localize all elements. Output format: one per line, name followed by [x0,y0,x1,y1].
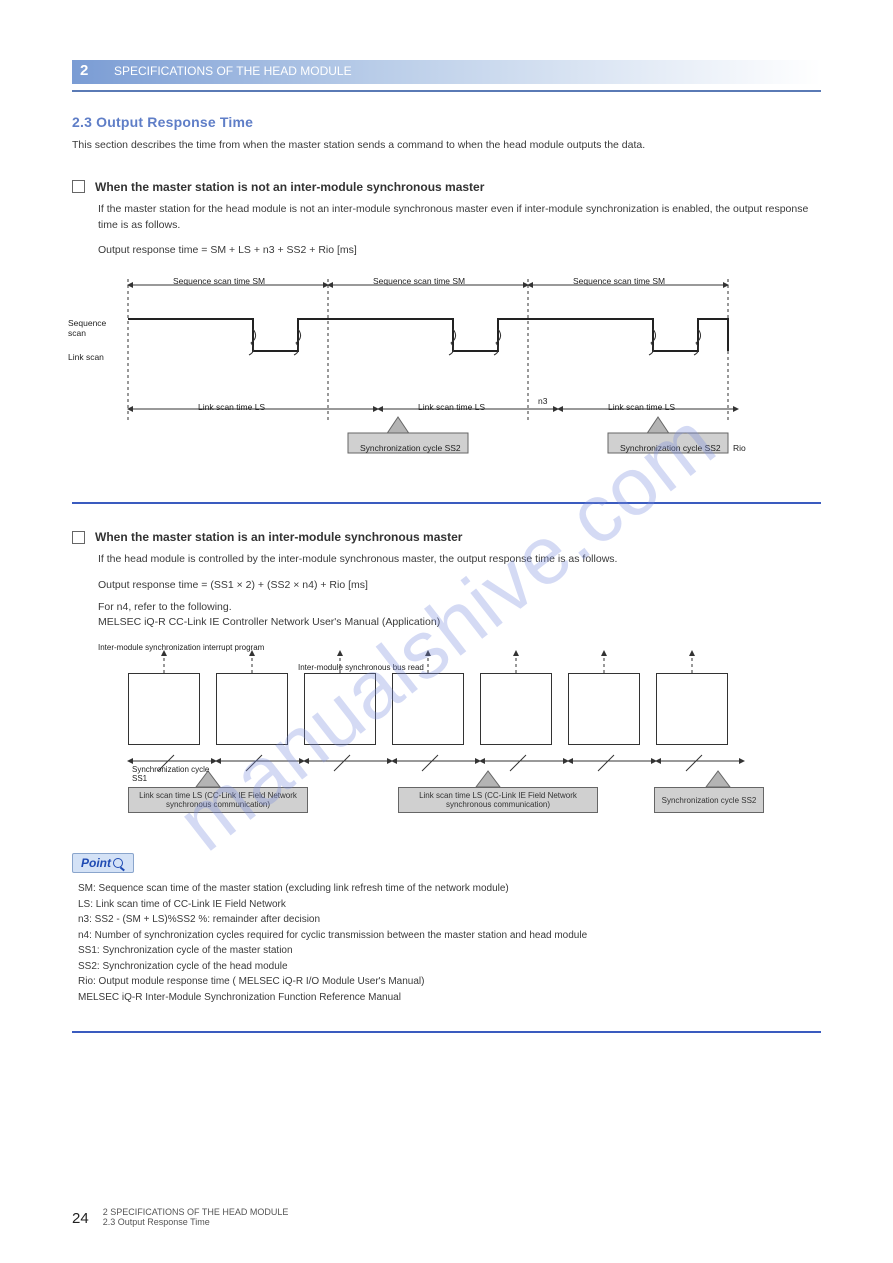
header-underline [72,90,821,92]
square-icon [72,180,85,193]
sub1-formula: Output response time = SM + LS + n3 + SS… [98,243,821,259]
d2-box-2: Link scan time LS (CC-Link IE Field Netw… [398,787,598,813]
sub1-heading: When the master station is not an inter-… [72,180,821,194]
intro-text: This section describes the time from whe… [72,138,821,154]
chapter-title: SPECIFICATIONS OF THE HEAD MODULE [114,64,352,78]
d2-box-3: Synchronization cycle SS2 [654,787,764,813]
divider-2 [72,1031,821,1033]
point-item: n4: Number of synchronization cycles req… [78,928,821,944]
diagram-2: Inter-module synchronization interrupt p… [98,643,821,843]
point-item: Rio: Output module response time ( MELSE… [78,974,821,990]
sub1-body: If the master station for the head modul… [98,202,821,234]
sub2-heading: When the master station is an inter-modu… [72,530,821,544]
point-item: n3: SS2 - (SM + LS)%SS2 %: remainder aft… [78,912,821,928]
point-label: Point [81,856,111,870]
footer: 24 2 SPECIFICATIONS OF THE HEAD MODULE 2… [72,1207,821,1227]
point-item: SS2: Synchronization cycle of the head m… [78,959,821,975]
section-title: 2.3 Output Response Time [72,114,821,130]
point-items: SM: Sequence scan time of the master sta… [78,881,821,1005]
sub1-title: When the master station is not an inter-… [95,180,484,194]
page-number: 24 [72,1210,89,1227]
square-icon [72,531,85,544]
sub2-formula: Output response time = (SS1 × 2) + (SS2 … [98,578,821,594]
d2-bus: Inter-module synchronous bus read [298,663,448,672]
point-item: MELSEC iQ-R Inter-Module Synchronization… [78,990,821,1006]
chapter-num: 2 [80,62,88,79]
sub2-notes: For n4, refer to the following. MELSEC i… [98,600,821,632]
footer-line2: 2.3 Output Response Time [103,1217,210,1227]
sub2-title: When the master station is an inter-modu… [95,530,462,544]
d2-cyc-1: Synchronization cycle SS1 [132,765,212,783]
diagram-1: Sequence scan time SM Sequence scan time… [98,271,821,476]
point-item: SM: Sequence scan time of the master sta… [78,881,821,897]
magnifier-icon [113,858,123,868]
sub2-body: If the head module is controlled by the … [98,552,821,568]
point-item: LS: Link scan time of CC-Link IE Field N… [78,897,821,913]
d2-box-1: Link scan time LS (CC-Link IE Field Netw… [128,787,308,813]
point-badge: Point [72,853,134,873]
point-item: SS1: Synchronization cycle of the master… [78,943,821,959]
header-bar: 2 SPECIFICATIONS OF THE HEAD MODULE [72,60,821,84]
divider-1 [72,502,821,504]
footer-line1: 2 SPECIFICATIONS OF THE HEAD MODULE [103,1207,289,1217]
